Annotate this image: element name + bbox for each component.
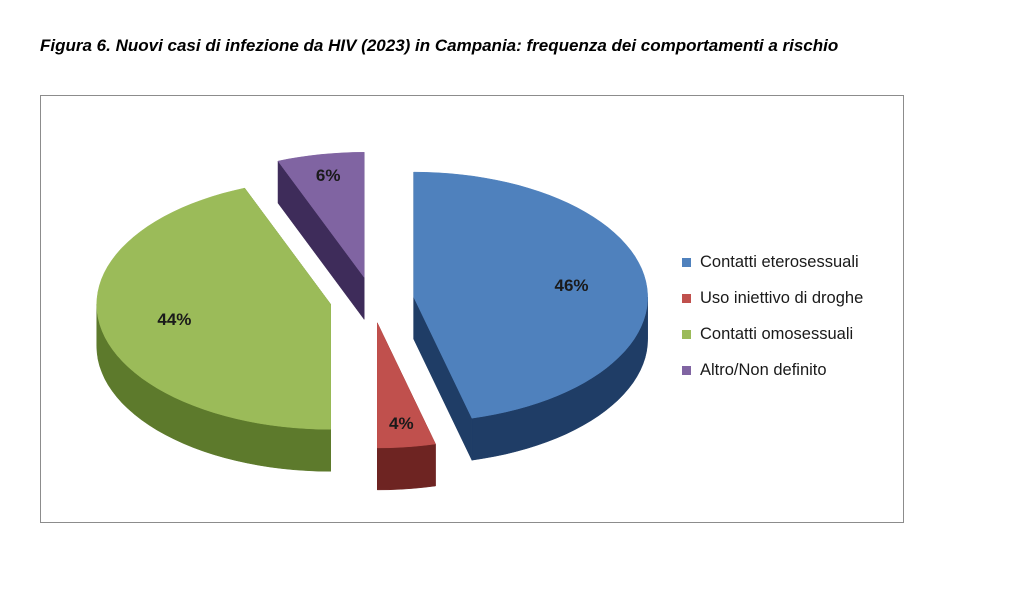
legend-swatch-green [682,329,691,339]
figure-title: Figura 6. Nuovi casi di infezione da HIV… [40,36,839,55]
legend-item-contatti-eterosessuali: Contatti eterosessuali [682,244,863,280]
slice-data-label: 46% [554,276,588,295]
legend-item-altro: Altro/Non definito [682,352,863,388]
legend-swatch-purple [682,365,691,375]
slice-data-label: 44% [157,310,191,329]
legend-label: Altro/Non definito [700,360,827,379]
legend-label: Uso iniettivo di droghe [700,288,864,307]
legend-swatch-red [682,293,691,303]
legend-item-contatti-omosessuali: Contatti omosessuali [682,316,863,352]
pie-slice-side [377,443,436,491]
pie-slice [413,171,648,419]
slice-data-label: 6% [316,166,341,185]
legend-label: Contatti eterosessuali [700,252,859,271]
chart-legend: Contatti eterosessuali Uso iniettivo di … [682,244,863,388]
pie-slice [277,152,365,279]
legend-swatch-blue [682,257,691,267]
legend-item-uso-iniettivo: Uso iniettivo di droghe [682,280,863,316]
pie-slice [377,322,436,449]
pie-slice [96,187,331,430]
slice-data-label: 4% [389,414,414,433]
legend-label: Contatti omosessuali [700,324,854,343]
